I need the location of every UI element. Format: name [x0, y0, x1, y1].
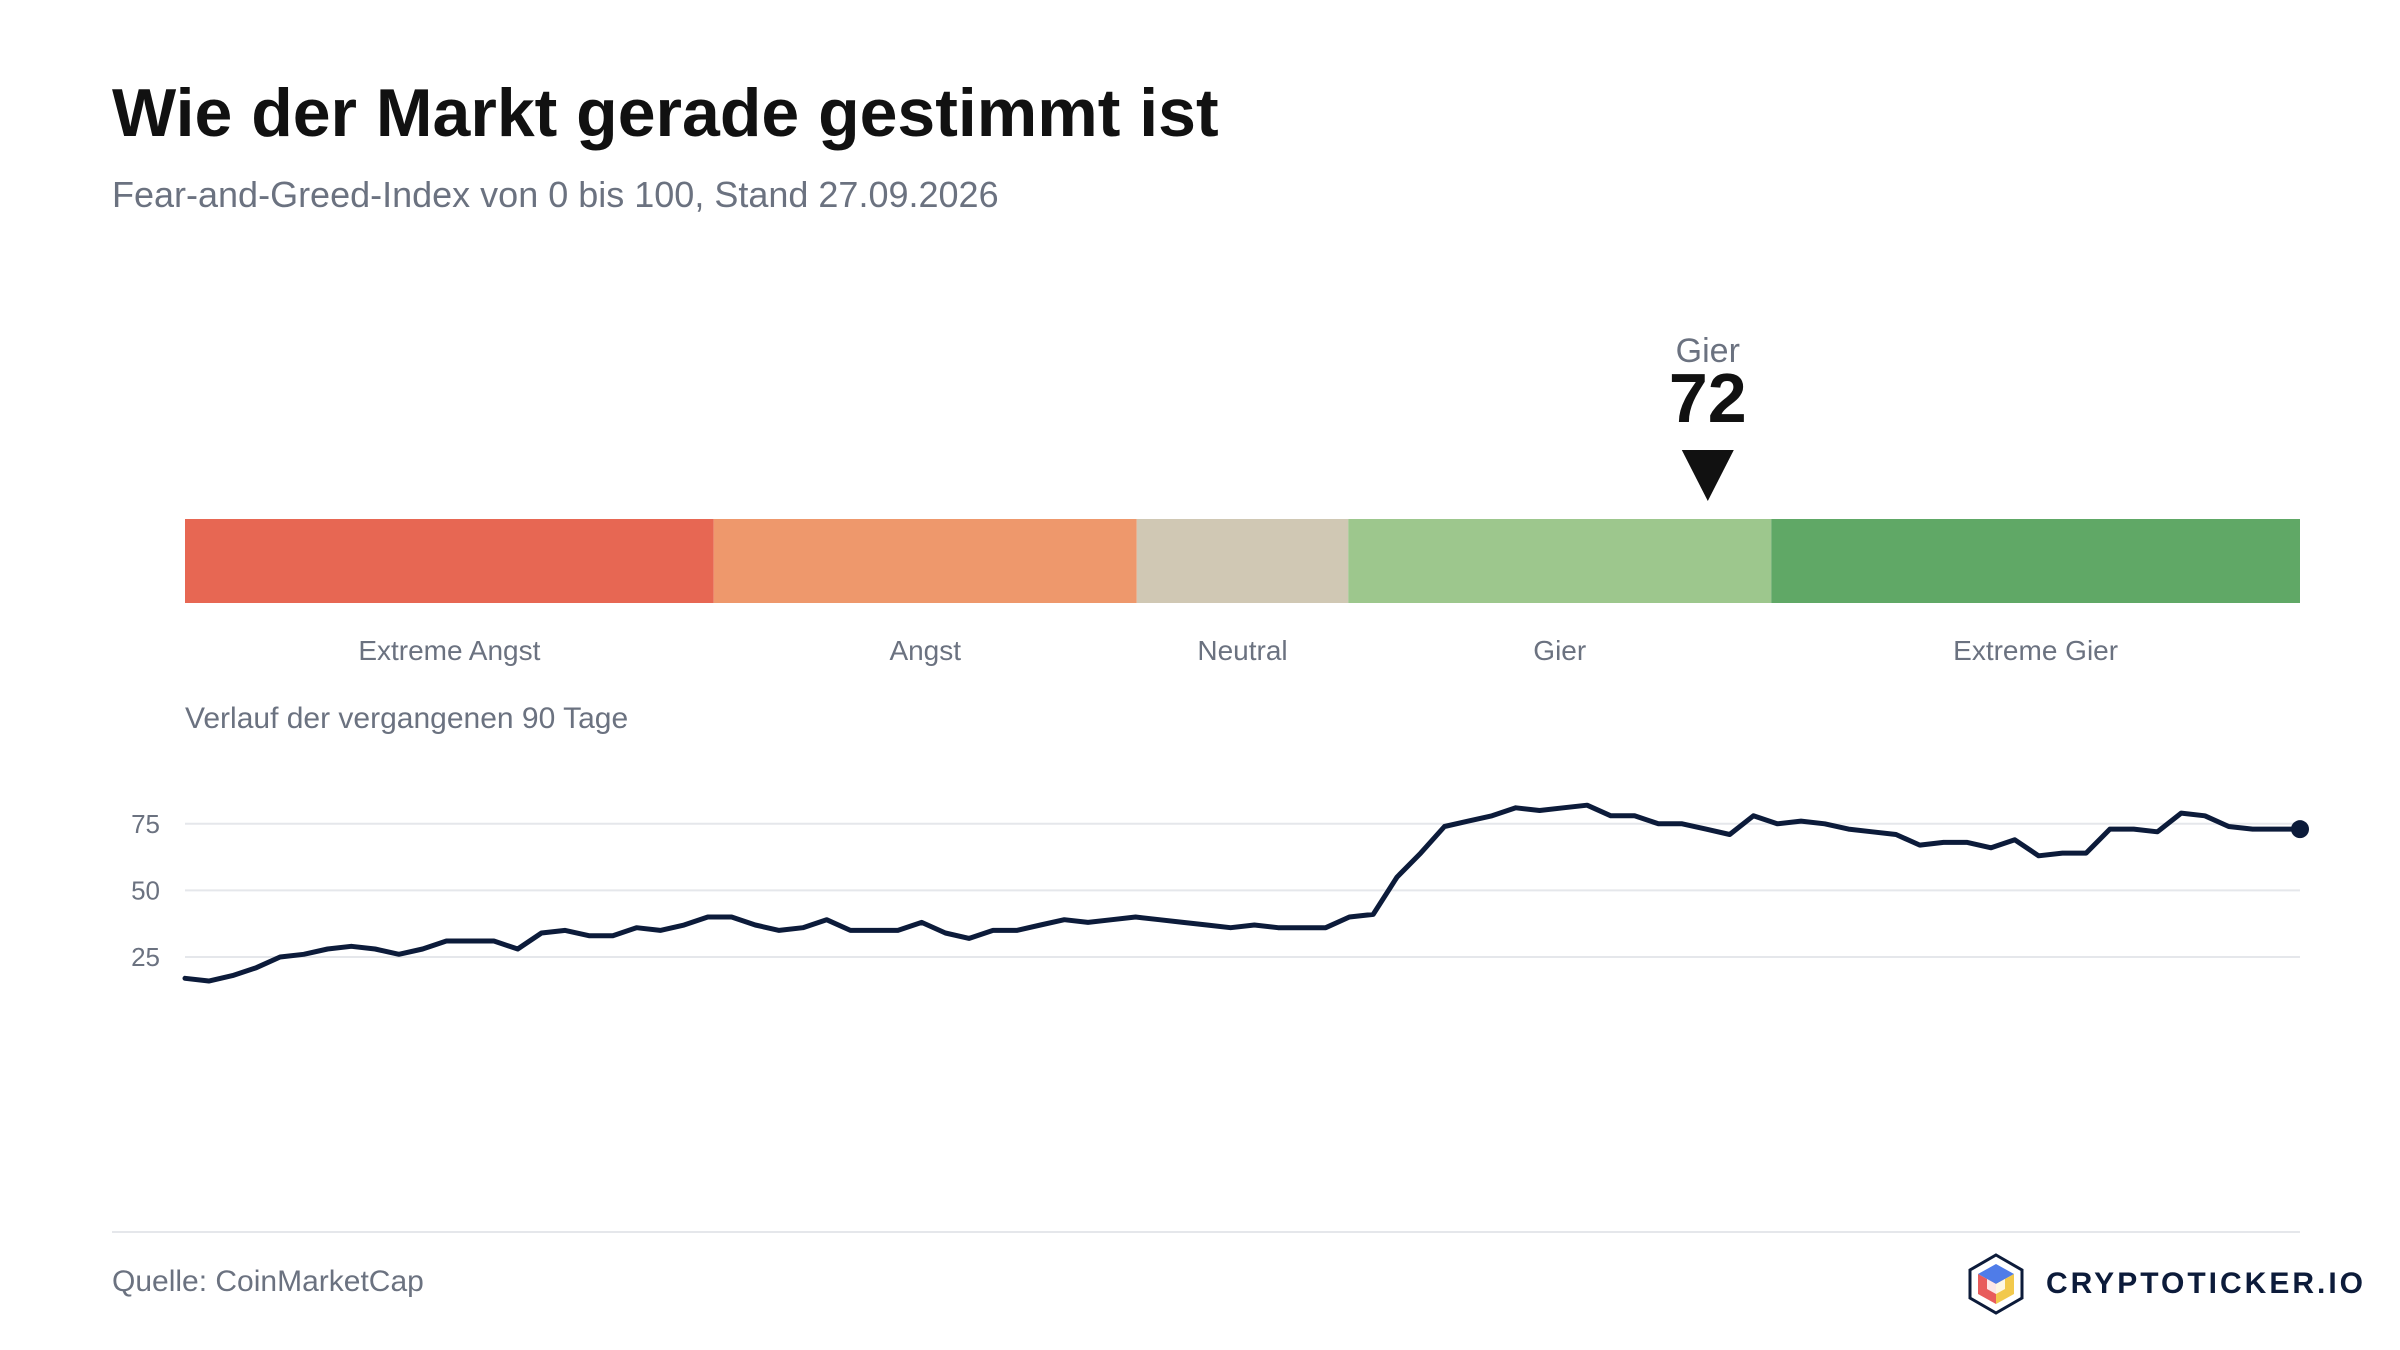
- gauge-segment-label: Gier: [1533, 635, 1586, 666]
- down-triangle-icon: [1681, 450, 1734, 501]
- source-label: Quelle: CoinMarketCap: [112, 1265, 424, 1298]
- gauge-bar: Extreme Angst Angst Neutral Gier Extreme Gie…: [185, 332, 2300, 666]
- gauge-segment-label: Extreme Gier: [1953, 635, 2118, 666]
- history-line-chart: Verlauf der vergangenen 90 Tage 25 50 75: [131, 702, 2309, 984]
- fear-greed-chart: Extreme Angst Angst Neutral Gier Extreme Gie…: [131, 332, 2309, 984]
- series-line: [182, 802, 2303, 984]
- last-point-marker: [2291, 820, 2309, 839]
- gauge-segment: [713, 519, 1137, 603]
- line-chart-title: Verlauf der vergangenen 90 Tage: [185, 702, 628, 735]
- gauge-segment-label: Extreme Angst: [358, 635, 540, 666]
- page-subtitle: Fear-and-Greed-Index von 0 bis 100, Stan…: [112, 174, 999, 215]
- footer-divider: [112, 1231, 2300, 1233]
- y-tick-label: 50: [131, 875, 160, 905]
- y-tick-label: 75: [131, 809, 160, 839]
- gauge-segment: [1136, 519, 1349, 603]
- gauge-value: 72: [1669, 359, 1747, 437]
- brand[interactable]: CRYPTOTICKER.IO: [1964, 1252, 2366, 1316]
- gauge-segment: [1348, 519, 1772, 603]
- page-title: Wie der Markt gerade gestimmt ist: [112, 75, 1219, 151]
- gauge-value-label: Gier: [1676, 332, 1740, 370]
- gauge-segment-label: Neutral: [1197, 635, 1287, 666]
- brand-name: CRYPTOTICKER.IO: [2045, 1267, 2366, 1300]
- y-tick-label: 25: [131, 942, 160, 972]
- gauge-segment: [1771, 519, 2300, 603]
- gauge-segment: [185, 519, 714, 603]
- gauge-segment-label: Angst: [889, 635, 961, 666]
- cube-logo-icon: [1968, 1253, 2024, 1315]
